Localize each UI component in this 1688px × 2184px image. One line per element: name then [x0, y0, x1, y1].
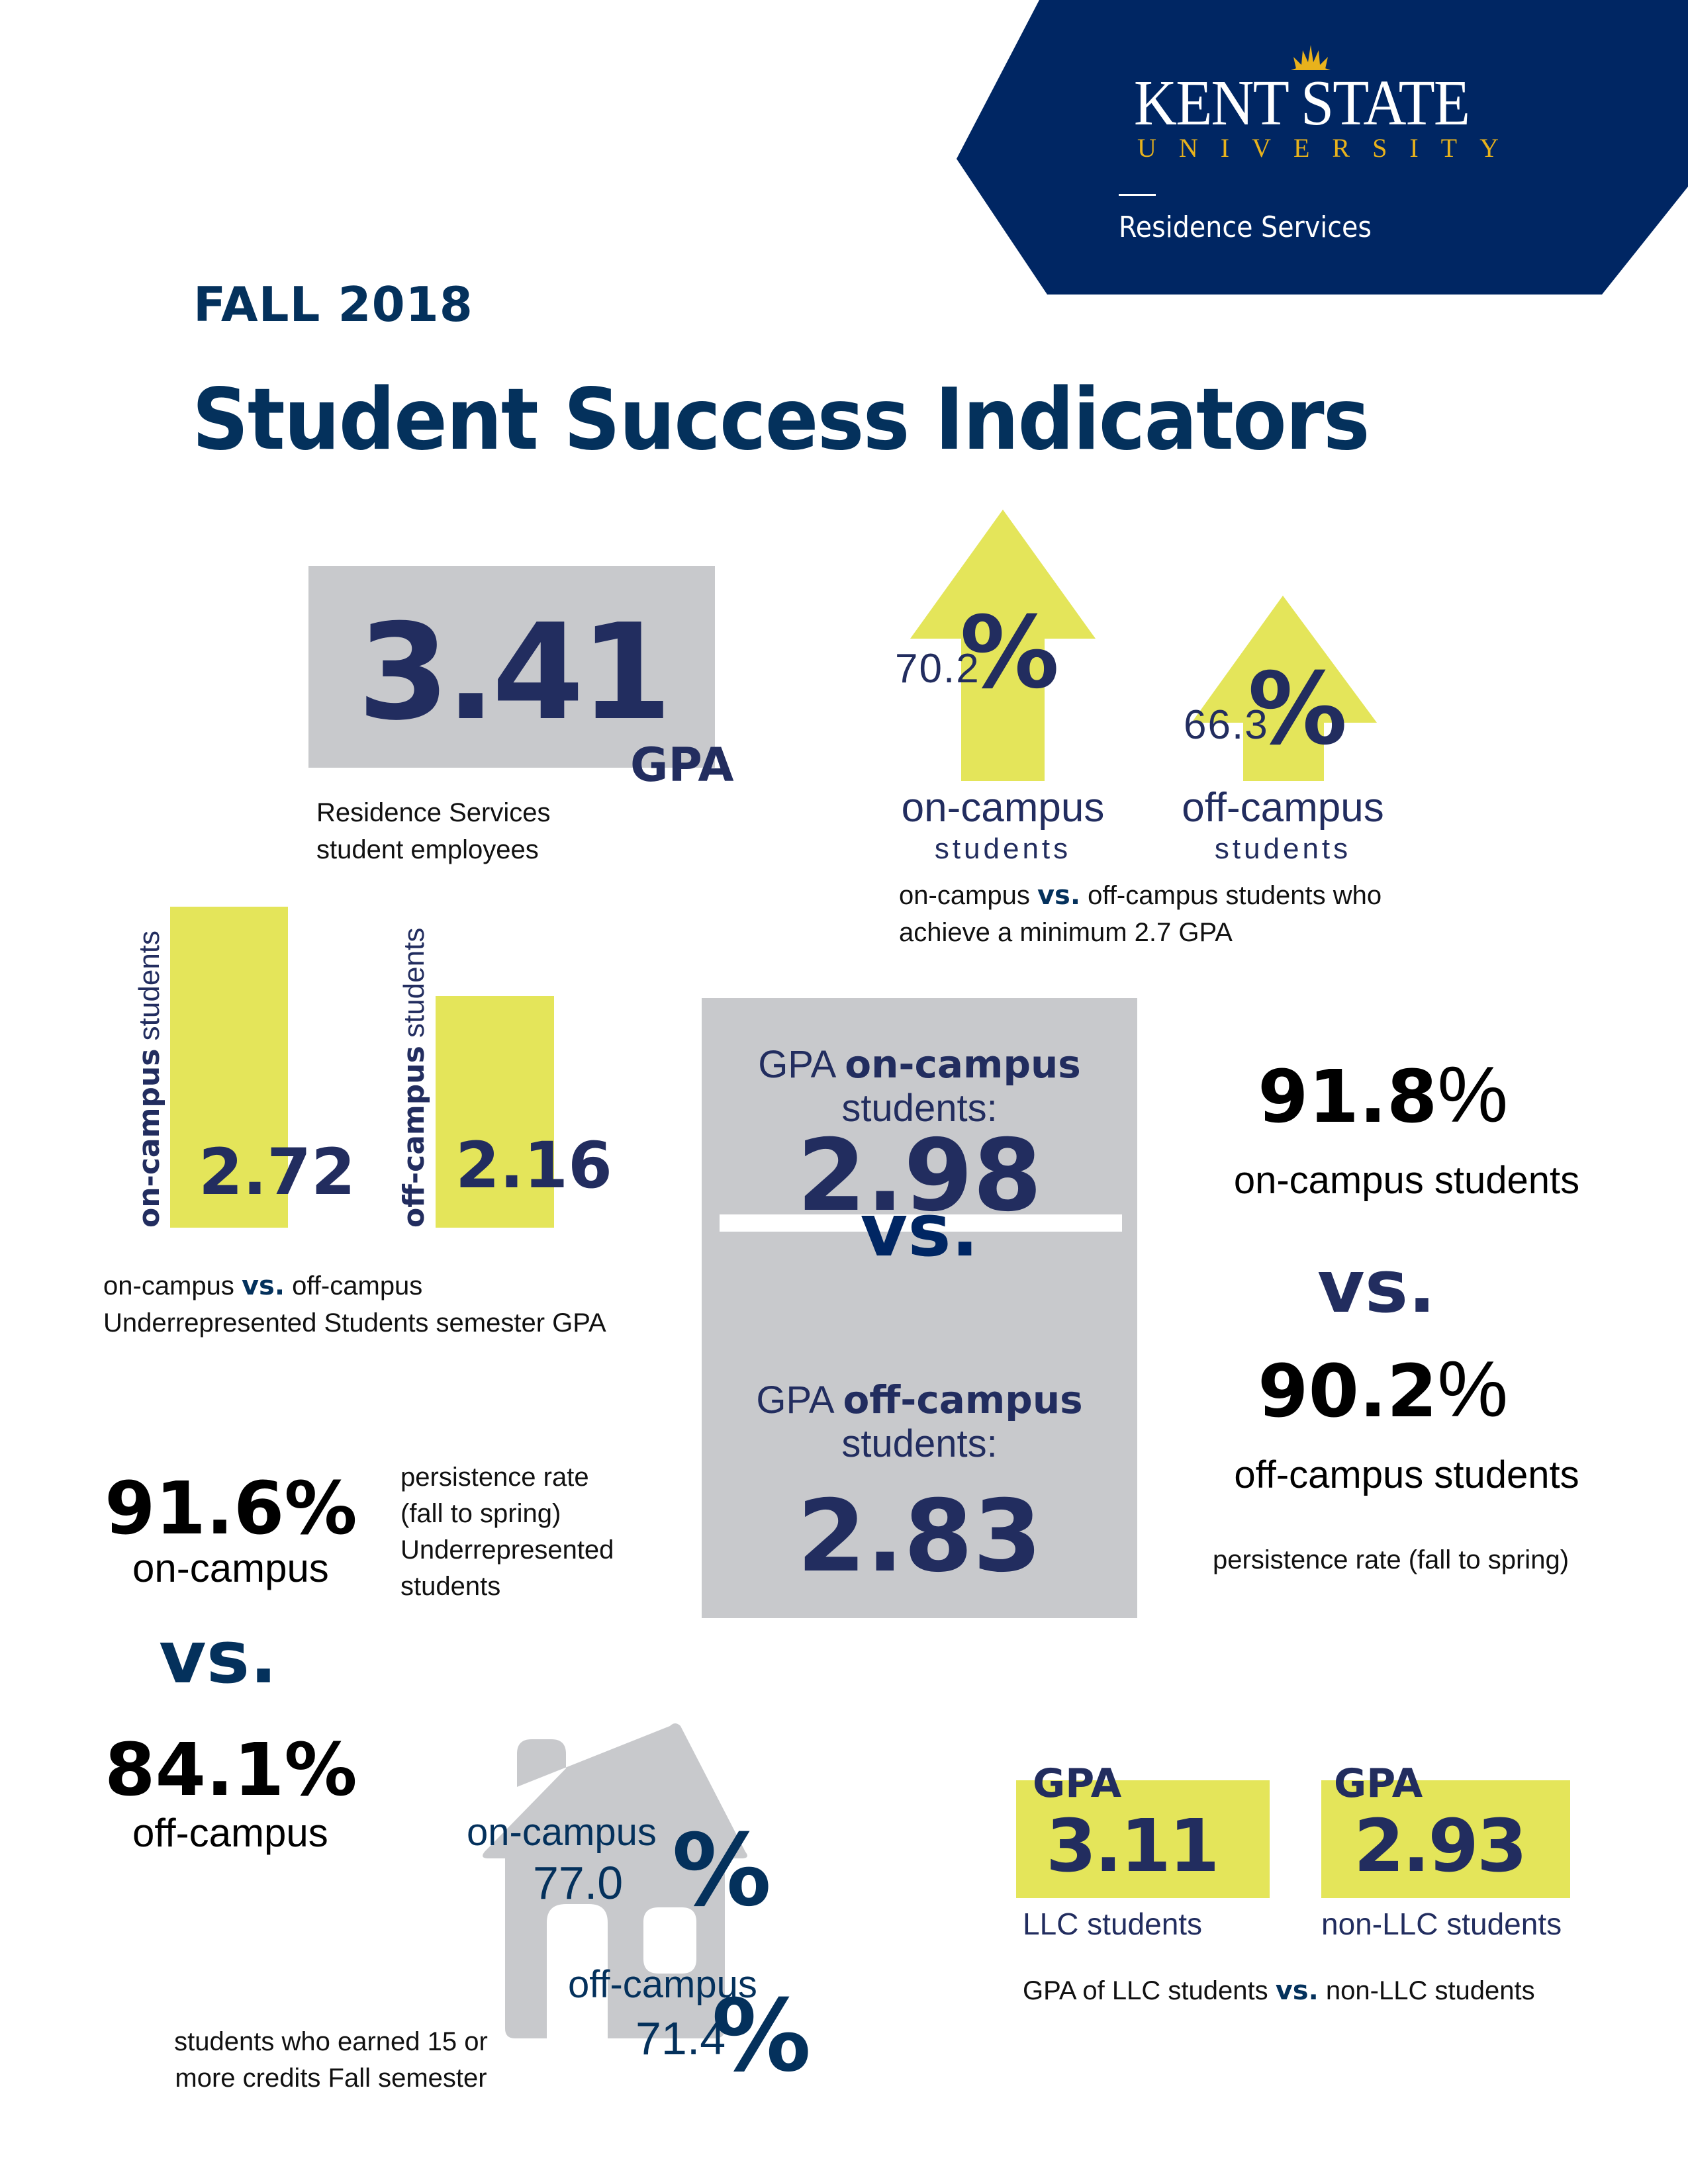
students-label: students [1214, 833, 1352, 865]
caption-line: students [400, 1572, 501, 1601]
caption-line: more credits Fall semester [175, 2064, 487, 2093]
caption-line: Underrepresented [400, 1535, 614, 1565]
llc-gpa-value: 3.11 [1046, 1803, 1219, 1888]
term-label: FALL 2018 [193, 277, 473, 332]
min-gpa-caption: on-campus vs. off-campus students who ac… [899, 877, 1429, 951]
credits-offcampus-label: off-campus [568, 1963, 757, 2006]
label-prefix: GPA [758, 1043, 845, 1086]
sun-logo-icon [1291, 45, 1331, 70]
gpa-comparison-box [702, 998, 1137, 1618]
credits-oncampus-value: 77.0 [533, 1857, 624, 1909]
underrep-offcampus-persistence: 84.1% [105, 1727, 357, 1812]
caption-line: Residence Services [316, 798, 551, 827]
vs-label: vs. [241, 1271, 285, 1301]
page-title: Student Success Indicators [192, 371, 1370, 469]
caption-part: on-campus [899, 881, 1037, 910]
department-name: Residence Services [1119, 210, 1372, 244]
caption-line: persistence rate [400, 1463, 589, 1492]
employee-gpa-value: 3.41 [357, 596, 672, 750]
credits-caption: students who earned 15 or more credits F… [152, 2024, 510, 2097]
logo-subtitle: UNIVERSITY [1137, 133, 1521, 163]
non-llc-students-label: non-LLC students [1321, 1907, 1562, 1941]
llc-gpa-label: GPA [1033, 1760, 1122, 1807]
offcampus-gpa-label: GPA off-campus students: [702, 1378, 1137, 1466]
divider-stripe [720, 1214, 1122, 1232]
percent-sign: % [1437, 1345, 1509, 1433]
percent-sign: % [1248, 652, 1348, 767]
llc-gpa-box [1016, 1780, 1270, 1898]
caption-part: on-campus [103, 1271, 242, 1300]
persistence-value: 90.2 [1258, 1349, 1438, 1433]
caption-line: student employees [316, 835, 539, 864]
arrow-up-icon [1192, 596, 1377, 781]
offcampus-bar [436, 996, 554, 1228]
percent-sign: % [712, 1979, 812, 2094]
oncampus-students-label: on-campus students [1233, 1159, 1580, 1202]
caption-part: non-LLC students [1318, 1976, 1535, 2005]
oncampus-persistence: 91.8% [1258, 1049, 1508, 1140]
non-llc-gpa-box [1321, 1780, 1570, 1898]
employee-gpa-unit: GPA [630, 738, 734, 792]
offcampus-label: off-campus [132, 1811, 328, 1855]
caption-part: off-campus [285, 1271, 423, 1300]
oncampus-gpa-value: 2.98 [796, 1118, 1043, 1234]
offcampus-min-gpa-value: 66.3 [1184, 702, 1269, 748]
students-label: students [934, 833, 1072, 865]
oncampus-bar-value: 2.72 [199, 1135, 355, 1209]
caption-line: (fall to spring) [400, 1499, 561, 1528]
credits-offcampus-value: 71.4 [635, 2013, 726, 2064]
non-llc-gpa-value: 2.93 [1354, 1803, 1527, 1888]
caption-line: achieve a minimum 2.7 GPA [899, 918, 1233, 947]
non-llc-gpa-label: GPA [1334, 1760, 1423, 1807]
oncampus-bar [170, 907, 288, 1228]
vs-label: vs. [1275, 1976, 1319, 2006]
employee-gpa-caption: Residence Services student employees [316, 794, 634, 868]
employee-gpa-box [308, 566, 715, 768]
oncampus-label: on-campus [901, 785, 1105, 831]
logo-divider [1119, 194, 1156, 196]
vs-label: vs. [1317, 1244, 1436, 1329]
underrep-oncampus-persistence: 91.6% [105, 1466, 357, 1551]
offcampus-gpa-value: 2.83 [796, 1479, 1043, 1594]
llc-students-label: LLC students [1023, 1907, 1203, 1941]
header-banner [957, 0, 1688, 295]
caption-line: Underrepresented Students semester GPA [103, 1308, 606, 1338]
llc-caption: GPA of LLC students vs. non-LLC students [1023, 1976, 1535, 2006]
persistence-caption: persistence rate (fall to spring) [1213, 1545, 1570, 1574]
vs-label: vs. [159, 1615, 277, 1700]
percent-sign: % [960, 596, 1060, 711]
oncampus-label: on-campus [132, 1546, 329, 1590]
logo-wordmark: KENT STATE [1133, 68, 1470, 139]
underrep-persistence-caption: persistence rate (fall to spring) Underr… [400, 1459, 639, 1605]
caption-part: off-campus students who [1080, 881, 1382, 910]
oncampus-gpa-label: GPA on-campus students: [702, 1042, 1137, 1130]
percent-sign: % [672, 1813, 772, 1929]
credits-oncampus-label: on-campus [467, 1811, 657, 1854]
oncampus-min-gpa-value: 70.2 [895, 646, 980, 692]
label-sub: students: [841, 1422, 998, 1465]
arrow-up-icon [910, 510, 1096, 781]
label-sub: students: [841, 1087, 998, 1130]
offcampus-label: off-campus [1182, 785, 1384, 831]
offcampus-students-label: off-campus students [1234, 1453, 1579, 1496]
offcampus-bar-value: 2.16 [455, 1128, 612, 1203]
percent-sign: % [1437, 1050, 1509, 1139]
underrep-gpa-caption: on-campus vs. off-campus Underrepresente… [103, 1267, 673, 1342]
label-bold: on-campus [845, 1042, 1081, 1087]
caption-line: students who earned 15 or [174, 2027, 488, 2056]
label-bold: off-campus [843, 1377, 1083, 1422]
vs-label: vs. [860, 1188, 979, 1273]
label-prefix: GPA [756, 1379, 843, 1422]
vs-label: vs. [1037, 880, 1081, 911]
caption-part: GPA of LLC students [1023, 1976, 1276, 2005]
arrow-up-icons [910, 510, 1377, 781]
offcampus-persistence: 90.2% [1258, 1343, 1508, 1435]
persistence-value: 91.8 [1258, 1054, 1438, 1139]
